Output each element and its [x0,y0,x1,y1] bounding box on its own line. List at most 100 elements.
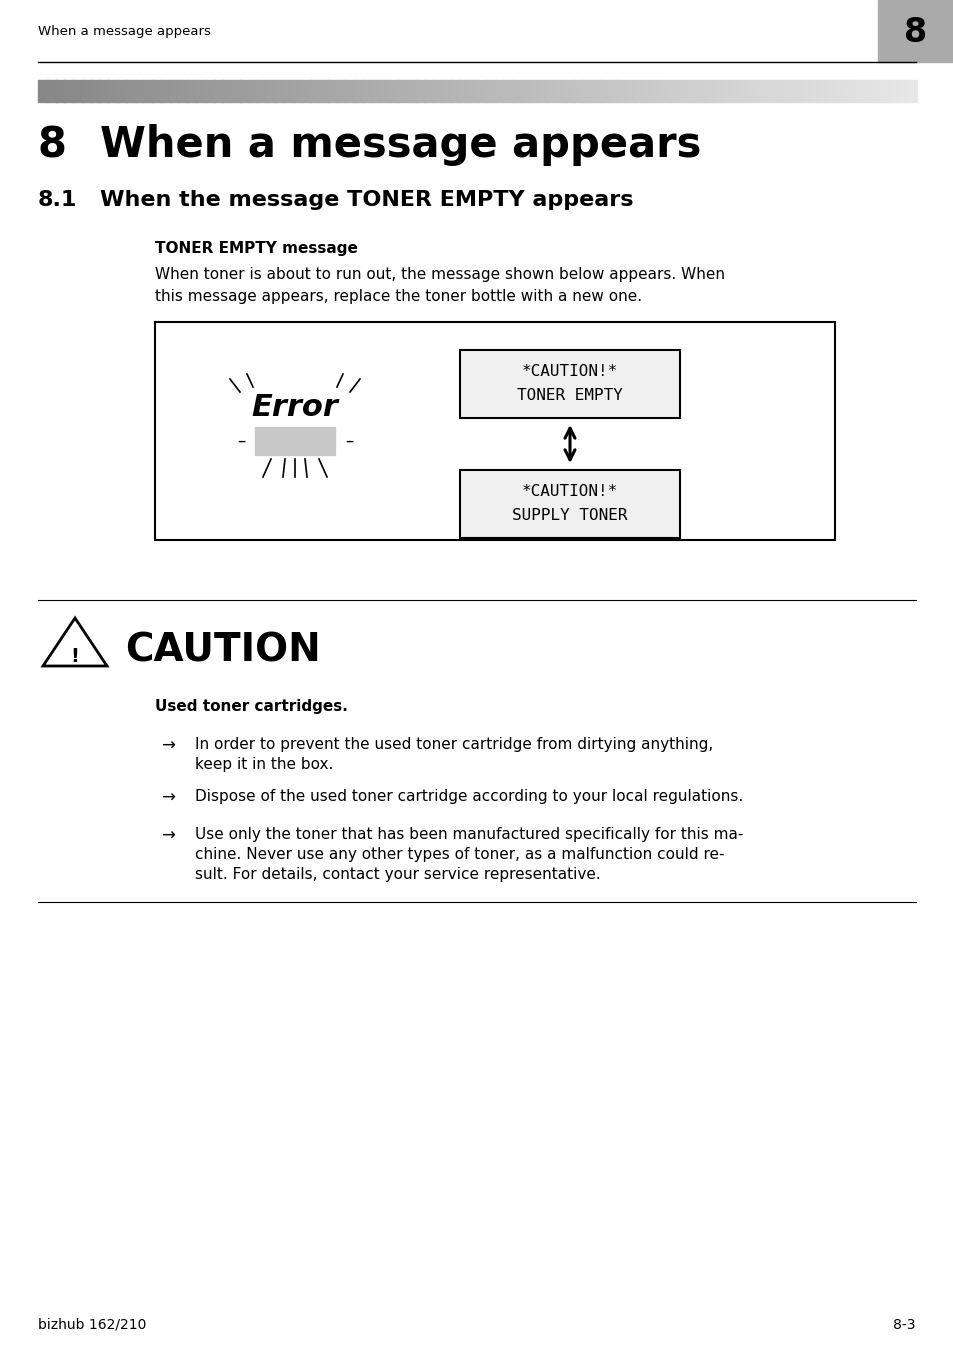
Bar [827,80,837,101]
Bar [537,80,548,101]
Bar [205,80,214,101]
Bar [783,80,793,101]
Bar [345,80,355,101]
Bar [249,80,258,101]
Bar [889,80,899,101]
Bar [161,80,171,101]
Bar [82,80,91,101]
Text: TONER EMPTY: TONER EMPTY [517,388,622,403]
Bar [222,80,232,101]
Bar [687,80,697,101]
Bar [389,80,398,101]
Bar [722,80,732,101]
Text: When a message appears: When a message appears [100,124,700,166]
Text: Error: Error [252,392,338,422]
Bar [424,80,434,101]
Bar [64,80,74,101]
Bar [459,80,469,101]
Bar [573,80,582,101]
Bar [512,80,521,101]
Bar [354,80,363,101]
Bar [47,80,56,101]
Bar [758,80,767,101]
Bar [485,80,495,101]
Bar [318,80,329,101]
Bar [293,80,302,101]
Text: !: ! [71,646,79,665]
Bar [310,80,319,101]
Bar [154,322,834,539]
Text: In order to prevent the used toner cartridge from dirtying anything,: In order to prevent the used toner cartr… [194,737,713,752]
Bar [134,80,144,101]
Text: 8: 8 [38,124,67,166]
Bar [547,80,557,101]
Bar [126,80,135,101]
Bar [748,80,759,101]
Bar [704,80,715,101]
Bar [301,80,311,101]
Bar [643,80,653,101]
Bar [274,80,285,101]
Bar [520,80,530,101]
Bar [397,80,407,101]
Bar [91,80,100,101]
Bar [416,80,425,101]
Text: chine. Never use any other types of toner, as a malfunction could re-: chine. Never use any other types of tone… [194,846,723,863]
Text: →: → [161,790,174,807]
Bar [877,0,953,62]
Text: sult. For details, contact your service representative.: sult. For details, contact your service … [194,867,600,882]
Bar [599,80,609,101]
Bar [792,80,802,101]
Bar [529,80,538,101]
Bar [108,80,118,101]
Bar [231,80,241,101]
Bar [178,80,188,101]
Bar [617,80,627,101]
Bar [871,80,881,101]
Bar [696,80,705,101]
Text: SUPPLY TONER: SUPPLY TONER [512,508,627,523]
Bar [336,80,346,101]
Bar [468,80,477,101]
Bar [117,80,127,101]
Text: *CAUTION!*: *CAUTION!* [521,484,618,499]
Text: 8.1: 8.1 [38,191,77,210]
Text: –: – [236,433,245,450]
Bar [362,80,373,101]
Bar [801,80,811,101]
Text: –: – [344,433,353,450]
Bar [740,80,749,101]
Text: Dispose of the used toner cartridge according to your local regulations.: Dispose of the used toner cartridge acco… [194,790,742,804]
Bar [880,80,890,101]
Bar [476,80,486,101]
Bar [581,80,592,101]
Bar [266,80,275,101]
Bar [854,80,863,101]
Bar [819,80,828,101]
Bar [328,80,337,101]
Bar [591,80,600,101]
Bar [433,80,442,101]
Text: When a message appears: When a message appears [38,26,211,38]
Bar [143,80,153,101]
Bar [503,80,513,101]
Bar [625,80,636,101]
Bar [170,80,179,101]
Text: bizhub 162/210: bizhub 162/210 [38,1318,146,1332]
Bar [608,80,618,101]
Bar [556,80,565,101]
Bar [713,80,723,101]
Bar [635,80,644,101]
Bar [494,80,504,101]
Bar [898,80,907,101]
Bar [73,80,83,101]
Bar [441,80,451,101]
Bar [836,80,846,101]
Bar [669,80,679,101]
Bar [240,80,250,101]
Bar [450,80,460,101]
Bar [810,80,820,101]
Bar [152,80,162,101]
Bar [862,80,872,101]
Bar [406,80,416,101]
